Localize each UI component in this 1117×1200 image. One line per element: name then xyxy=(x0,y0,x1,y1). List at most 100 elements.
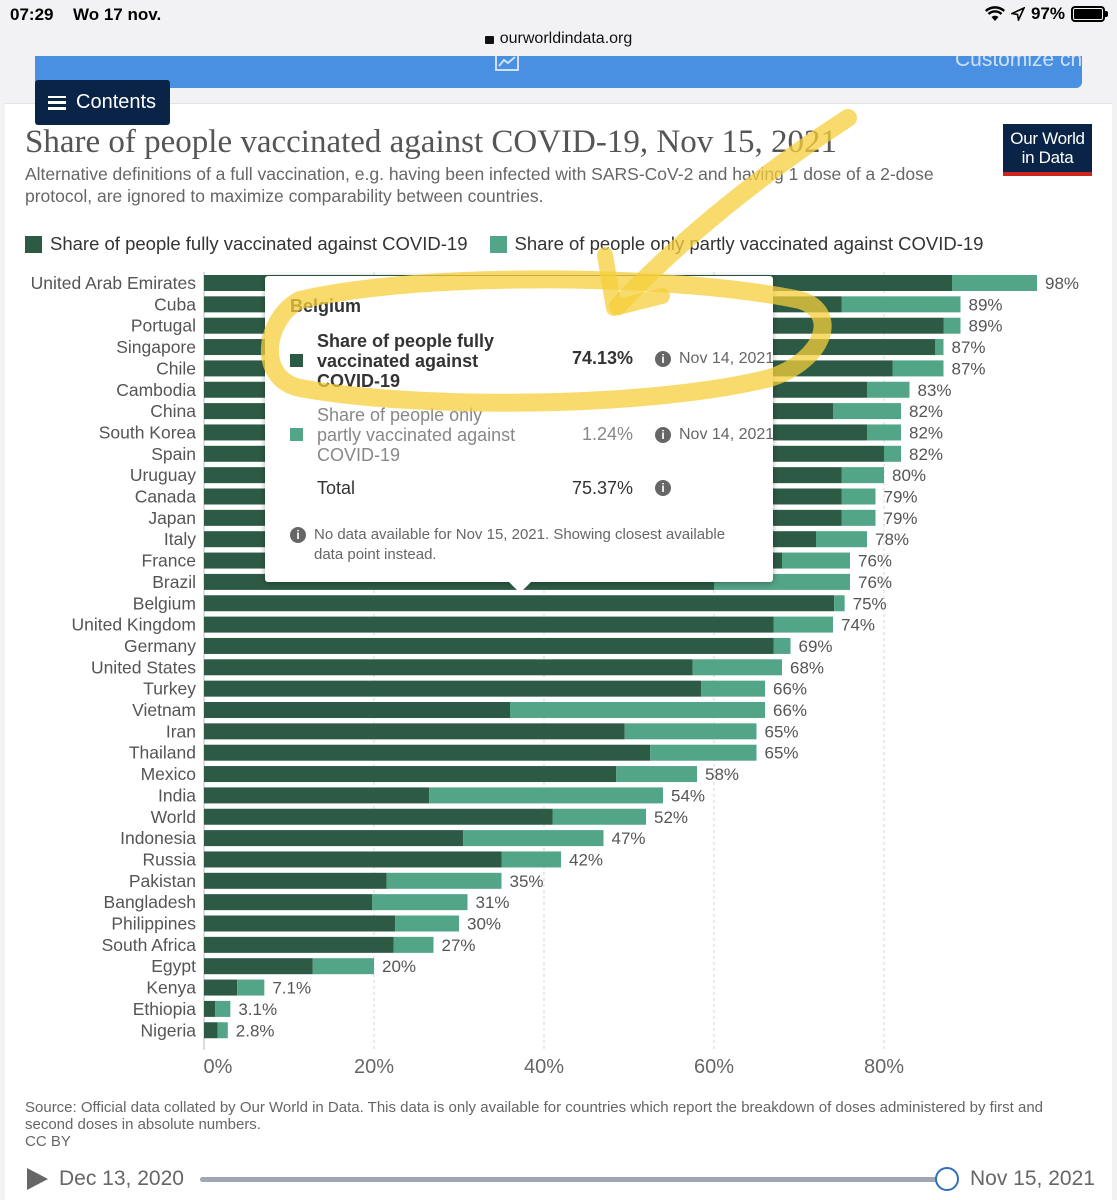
status-bar: 07:29 Wo 17 nov. 97% xyxy=(0,0,1117,30)
play-icon[interactable] xyxy=(27,1168,48,1190)
customize-chart-button[interactable]: Customize chart xyxy=(35,56,1082,88)
timeline-handle[interactable] xyxy=(935,1167,959,1191)
x-tick-label: 80% xyxy=(864,1056,904,1078)
total-value-label: 31% xyxy=(476,893,510,912)
bar-partly-vaccinated xyxy=(782,552,850,569)
total-value-label: 87% xyxy=(952,338,986,357)
country-label: Canada xyxy=(135,487,197,507)
bar-fully-vaccinated xyxy=(204,830,464,847)
tooltip-label-partly: Share of people only partly vaccinated a… xyxy=(317,405,516,465)
bar-fully-vaccinated xyxy=(204,723,625,740)
bar-fully-vaccinated xyxy=(204,894,373,911)
country-label: Pakistan xyxy=(129,871,196,891)
country-label: Ethiopia xyxy=(133,999,197,1019)
bar-partly-vaccinated xyxy=(393,936,434,953)
status-time: 07:29 xyxy=(10,5,54,24)
chart-line-icon xyxy=(495,56,519,71)
country-label: Thailand xyxy=(129,743,196,763)
contents-button[interactable]: Contents xyxy=(35,80,170,125)
total-value-label: 58% xyxy=(705,765,739,784)
country-label: United States xyxy=(91,657,196,677)
bar-fully-vaccinated xyxy=(204,787,430,804)
bar-fully-vaccinated xyxy=(204,915,396,932)
battery-icon xyxy=(1071,6,1108,22)
bar-partly-vaccinated xyxy=(215,1000,231,1017)
bar-partly-vaccinated xyxy=(867,381,910,398)
bar-partly-vaccinated xyxy=(312,958,374,975)
bar-partly-vaccinated xyxy=(463,830,604,847)
total-value-label: 87% xyxy=(952,359,986,378)
bar-fully-vaccinated xyxy=(204,958,313,975)
wifi-icon xyxy=(984,6,1005,21)
url-text: ourworldindata.org xyxy=(499,30,633,47)
country-label: United Kingdom xyxy=(71,615,196,635)
total-value-label: 30% xyxy=(467,915,501,934)
country-label: Spain xyxy=(151,444,196,464)
total-value-label: 69% xyxy=(799,637,833,656)
bar-partly-vaccinated xyxy=(624,723,757,740)
bar-partly-vaccinated xyxy=(841,488,876,505)
bar-partly-vaccinated xyxy=(395,915,459,932)
country-label: South Korea xyxy=(99,422,197,442)
bar-partly-vaccinated xyxy=(701,680,765,697)
country-label: Italy xyxy=(164,529,196,549)
total-value-label: 35% xyxy=(510,872,544,891)
total-value-label: 79% xyxy=(884,488,918,507)
legend-swatch-partly xyxy=(489,235,507,253)
country-label: Brazil xyxy=(152,572,196,592)
x-tick-label: 40% xyxy=(524,1056,564,1078)
info-icon[interactable]: i xyxy=(655,351,671,367)
info-icon: i xyxy=(290,527,306,543)
bar-fully-vaccinated xyxy=(204,851,502,868)
tooltip-value-partly: 1.24% xyxy=(581,424,633,444)
total-value-label: 47% xyxy=(612,829,646,848)
bar-partly-vaccinated xyxy=(372,894,468,911)
tooltip-swatch-partly xyxy=(290,428,303,441)
total-value-label: 82% xyxy=(909,402,943,421)
chart-source: Source: Official data collated by Our Wo… xyxy=(25,1099,1045,1150)
bar-partly-vaccinated xyxy=(501,851,561,868)
owid-logo[interactable]: Our World in Data xyxy=(1003,124,1092,176)
source-text: Source: Official data collated by Our Wo… xyxy=(25,1099,1044,1133)
total-value-label: 27% xyxy=(442,936,476,955)
license-text[interactable]: CC BY xyxy=(25,1133,71,1150)
total-value-label: 89% xyxy=(969,317,1003,336)
bar-partly-vaccinated xyxy=(386,872,502,889)
country-label: Nigeria xyxy=(141,1020,197,1040)
country-label: Singapore xyxy=(116,337,196,357)
total-value-label: 76% xyxy=(858,573,892,592)
country-label: Vietnam xyxy=(132,700,196,720)
x-tick-label: 20% xyxy=(354,1056,394,1078)
tooltip-label-total: Total xyxy=(317,478,356,498)
url-bar[interactable]: ourworldindata.org xyxy=(0,30,1117,56)
bar-partly-vaccinated xyxy=(650,744,757,761)
country-label: Russia xyxy=(143,849,197,869)
bar-partly-vaccinated xyxy=(834,595,845,612)
country-label: Mexico xyxy=(141,764,196,784)
info-icon[interactable]: i xyxy=(655,480,671,496)
country-label: Philippines xyxy=(111,914,196,934)
legend-item-fully[interactable]: Share of people fully vaccinated against… xyxy=(25,233,468,255)
info-icon[interactable]: i xyxy=(655,427,671,443)
bar-partly-vaccinated xyxy=(833,403,901,420)
bar-partly-vaccinated xyxy=(952,275,1037,291)
bar-partly-vaccinated xyxy=(552,808,646,825)
bar-fully-vaccinated xyxy=(204,766,617,783)
bar-fully-vaccinated xyxy=(204,702,510,718)
country-label: Japan xyxy=(148,508,196,528)
bar-partly-vaccinated xyxy=(237,979,265,996)
total-value-label: 54% xyxy=(671,786,705,805)
country-label: Cuba xyxy=(154,294,196,314)
bar-partly-vaccinated xyxy=(429,787,663,804)
location-arrow-icon xyxy=(1010,7,1025,21)
lock-icon xyxy=(484,36,494,44)
total-value-label: 68% xyxy=(790,658,824,677)
customize-chart-label: Customize chart xyxy=(495,56,1082,76)
country-label: China xyxy=(150,401,196,421)
country-label: Chile xyxy=(156,358,196,378)
x-tick-label: 0% xyxy=(204,1056,233,1078)
country-label: Uruguay xyxy=(130,465,196,485)
timeline-end-date: Nov 15, 2021 xyxy=(970,1167,1095,1190)
legend-label-fully: Share of people fully vaccinated against… xyxy=(50,233,468,254)
country-label: Egypt xyxy=(151,956,196,976)
